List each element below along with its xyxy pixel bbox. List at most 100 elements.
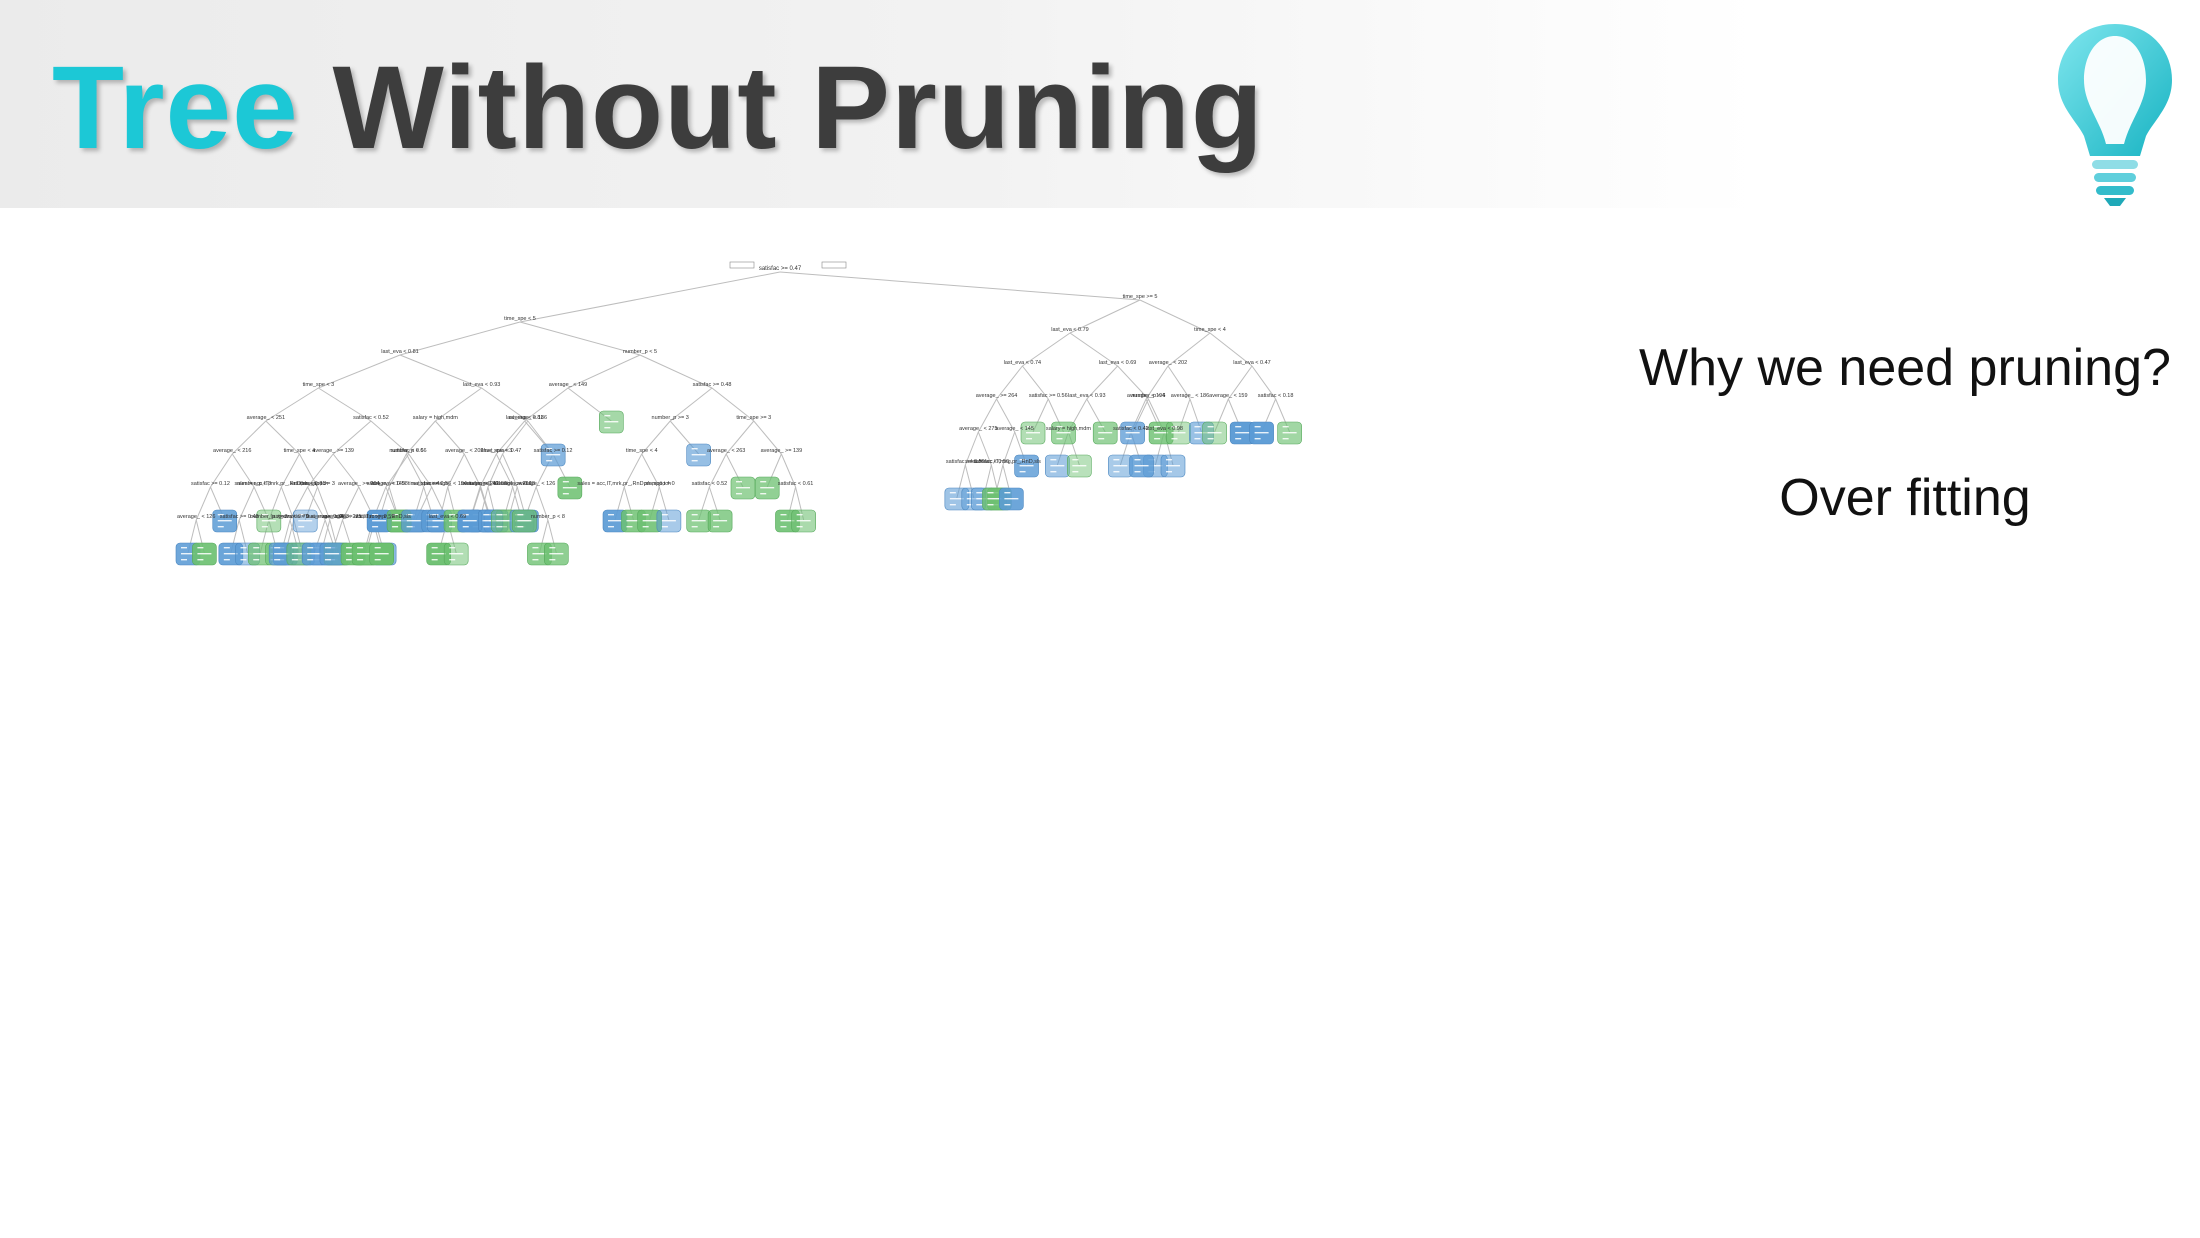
- tree-split-label: time_spe < 4: [626, 448, 658, 454]
- tree-split-label: last_eva < 0.74: [306, 514, 343, 520]
- tree-split-label: satisfac >= 0.59: [356, 514, 395, 520]
- tree-leaf-node: [319, 542, 345, 566]
- tree-leaf-node: [1120, 421, 1145, 445]
- tree-leaf-node: [754, 476, 780, 500]
- tree-split-label: salary = high,mdm: [413, 415, 459, 421]
- tree-split-label: last_eva < 0.81: [381, 349, 418, 355]
- tree-split-label: satisfac >= 0.48: [220, 514, 259, 520]
- tree-split-label: last_eva < 0.74: [1004, 360, 1041, 366]
- tree-split-label: number_p < 5: [623, 349, 657, 355]
- tree-level1-label: time_spe >= 5: [1123, 294, 1158, 300]
- tree-split-label: last_eva < 0.69: [1099, 360, 1136, 366]
- tree-split-label: last_eva < 0.79: [271, 514, 308, 520]
- tree-split-label: satisfac >= 0.59: [946, 459, 985, 465]
- tree-split-label: average_ < 186: [509, 415, 547, 421]
- tree-leaf-node: [1160, 454, 1186, 478]
- tree-split-label: time_spe < 4: [1194, 327, 1226, 333]
- tree-split-label: average_ < 275: [323, 514, 361, 520]
- tree-split-label: satisfac < 0.61: [778, 481, 814, 487]
- tree-split-label: satisfac >= 0.12: [191, 481, 230, 487]
- tree-split-label: average_ < 126: [177, 514, 215, 520]
- tree-leaf-node: [544, 542, 569, 566]
- tree-leaf-node: [1129, 454, 1154, 478]
- tree-split-label: satisfac < 0.52: [692, 481, 728, 487]
- tree-root-label: satisfac >= 0.47: [759, 266, 802, 272]
- tree-leaf-node: [557, 476, 583, 500]
- tree-split-label: last_eva < 0.47: [1233, 360, 1270, 366]
- tree-split-label: average_ < 145: [996, 426, 1034, 432]
- tree-leaf-node: [686, 443, 711, 467]
- tree-split-label: average_ < 159: [469, 481, 507, 487]
- tree-leaf-node: [540, 443, 566, 467]
- tree-split-label: number_p >= 3: [652, 415, 689, 421]
- tree-leaf-node: [599, 410, 624, 434]
- tree-split-label: time_spe < 4: [284, 448, 316, 454]
- tree-split-label: sales = acc,IT,mrk,pr_,RnD,sls,spp,tch: [577, 481, 671, 487]
- tree-split-label: number_p < 6: [389, 448, 423, 454]
- tree-leaf-node: [256, 509, 282, 533]
- pruning-question: Why we need pruning?: [1639, 339, 2171, 397]
- tree-split-label: salary = high,mdm: [1046, 426, 1092, 432]
- tree-split-label: sales = acc,IT,mrk,pr_,RnD,sls,spp,tch: [235, 481, 329, 487]
- tree-split-label: number_p < 8: [531, 514, 565, 520]
- tree-leaf-node: [443, 542, 469, 566]
- tree-split-label: satisfac < 0.42: [463, 481, 499, 487]
- tree-split-label: average_ >= 139: [312, 448, 354, 454]
- title-band: [0, 0, 1760, 208]
- decision-tree-diagram: satisfac >= 0.47 time_spe < 5 time_spe >= …: [175, 261, 1302, 566]
- tree-split-label: average_ < 186: [1171, 393, 1209, 399]
- tree-split-label: last_eva < 0.93: [463, 382, 500, 388]
- tree-split-label: last_eva < 0.79: [1051, 327, 1088, 333]
- tree-split-label: satisfac < 0.52: [353, 415, 389, 421]
- tree-split-label: promotio = 0: [644, 481, 675, 487]
- tree-split-label: promotio = 0: [279, 514, 310, 520]
- tree-split-label: satisfac < 0.42: [1113, 426, 1149, 432]
- tree-split-label: average_ < 145: [367, 481, 405, 487]
- page-title: Tree Without Pruning: [52, 38, 1264, 178]
- tree-leaf-node: [791, 509, 816, 533]
- tree-split-label: sales = acc,IT,mng,pr_,RnD,sls: [335, 514, 411, 520]
- tree-leaf-node: [1045, 454, 1070, 478]
- tree-split-label: average_ < 263: [707, 448, 745, 454]
- tree-split-label: average_ >= 264: [976, 393, 1018, 399]
- tree-split-label: last_eva < 0.69: [429, 514, 466, 520]
- tree-leaf-node: [1014, 454, 1039, 478]
- tree-leaf-node: [1092, 421, 1118, 445]
- tree-split-label: number_p >= 3: [250, 514, 287, 520]
- tree-leaf-node: [212, 509, 238, 533]
- tree-split-label: average_ < 149: [549, 382, 587, 388]
- tree-split-label: satisfac < 0.56: [974, 459, 1010, 465]
- tree-leaf-node: [730, 476, 756, 500]
- tree-root-branch-box: [821, 261, 847, 269]
- overfitting-answer: Over fitting: [1779, 469, 2031, 527]
- tree-split-label: sales = acc,IT,mng,pr_,RnD,sls: [965, 459, 1041, 465]
- tree-leaf-node: [292, 509, 318, 533]
- tree-split-label: number_p < 8: [237, 481, 271, 487]
- tree-leaf-node: [512, 509, 537, 533]
- tree-leaf-node: [1202, 421, 1227, 445]
- tree-leaf-node: [1148, 421, 1174, 445]
- tree-leaf-node: [1108, 454, 1133, 478]
- tree-leaf-node: [1277, 421, 1302, 445]
- tree-leaf-node: [401, 509, 426, 533]
- tree-leaf-node: [1020, 421, 1046, 445]
- tree-root-branch-box: [729, 261, 755, 269]
- tree-split-label: satisfac < 0.18: [499, 481, 535, 487]
- tree-split-label: average_ < 275: [959, 426, 997, 432]
- tree-level1-label: time_spe < 5: [504, 316, 536, 322]
- tree-split-label: average_ < 263: [311, 514, 349, 520]
- tree-leaf-node: [1051, 421, 1076, 445]
- tree-split-label: satisfac < 0.56: [391, 448, 427, 454]
- tree-split-label: satisfac >= 0.12: [534, 448, 573, 454]
- tree-leaf-node: [707, 509, 733, 533]
- tree-leaf-node: [686, 509, 711, 533]
- tree-leaf-node: [457, 509, 483, 533]
- tree-split-label: time_spe >= 3: [736, 415, 771, 421]
- lightbulb-logo-icon: [2058, 24, 2172, 206]
- tree-leaf-node: [369, 542, 394, 566]
- tree-split-label: average_ < 216: [493, 481, 531, 487]
- tree-split-label: last_eva < 0.98: [1145, 426, 1182, 432]
- tree-split-label: average_ < 194: [1127, 393, 1165, 399]
- tree-split-label: average_ < 216: [213, 448, 251, 454]
- tree-leaf-node: [1067, 454, 1092, 478]
